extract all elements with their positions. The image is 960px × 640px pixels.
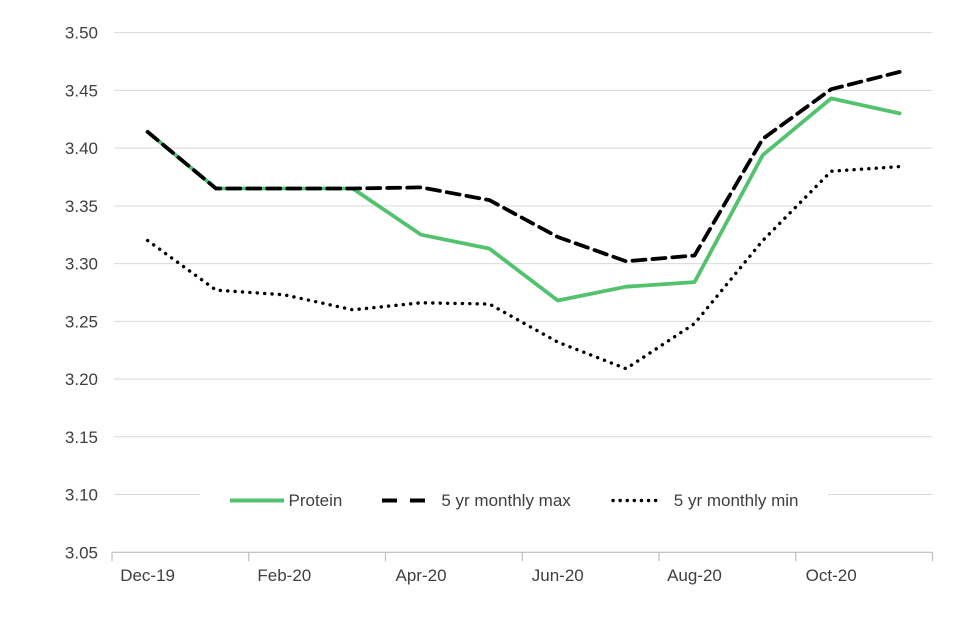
y-tick-label: 3.30 xyxy=(65,255,98,274)
x-tick-label: Aug-20 xyxy=(667,566,722,585)
y-tick-label: 3.15 xyxy=(65,428,98,447)
y-tick-label: 3.05 xyxy=(65,543,98,562)
y-tick-label: 3.10 xyxy=(65,486,98,505)
x-tick-label: Feb-20 xyxy=(257,566,311,585)
protein-line-swatch xyxy=(230,498,285,503)
y-tick-label: 3.50 xyxy=(65,24,98,43)
x-tick-label: Dec-19 xyxy=(120,566,175,585)
x-tick-label: Apr-20 xyxy=(396,566,447,585)
legend-item-5yr-monthly-min: 5 yr monthly min xyxy=(611,491,799,511)
legend-label-min: 5 yr monthly min xyxy=(673,490,799,510)
x-tick-label: Oct-20 xyxy=(806,566,857,585)
max-dashed-line-swatch xyxy=(382,498,427,503)
y-tick-label: 3.45 xyxy=(65,81,98,100)
legend-label-max: 5 yr monthly max xyxy=(441,490,571,510)
series-line-5-yr-monthly-max xyxy=(145,70,902,264)
legend-item-protein: Protein xyxy=(229,491,342,511)
y-tick-label: 3.40 xyxy=(65,139,98,158)
y-tick-label: 3.20 xyxy=(65,370,98,389)
y-tick-label: 3.25 xyxy=(65,312,98,331)
chart-legend: Protein 5 yr monthly max 5 yr monthly mi… xyxy=(200,483,828,518)
y-tick-label: 3.35 xyxy=(65,197,98,216)
x-tick-label: Jun-20 xyxy=(532,566,584,585)
legend-label-protein: Protein xyxy=(288,490,343,510)
series-line-protein xyxy=(145,96,902,303)
legend-item-5yr-monthly-max: 5 yr monthly max xyxy=(382,490,571,511)
min-dotted-line-swatch xyxy=(611,498,659,503)
series-line-5-yr-monthly-min xyxy=(145,164,902,371)
